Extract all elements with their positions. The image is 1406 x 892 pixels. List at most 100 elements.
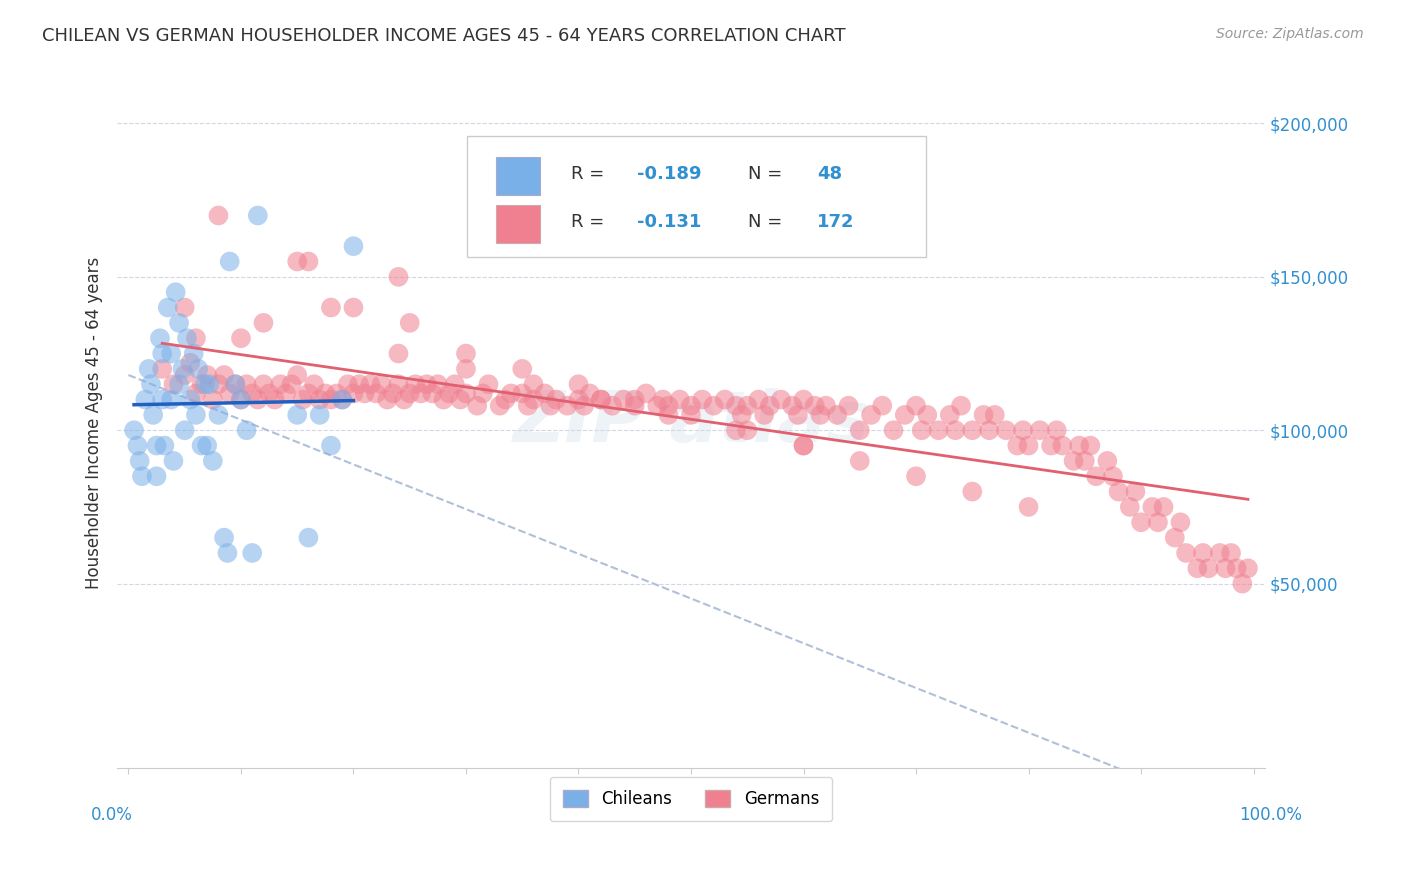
Point bbox=[995, 423, 1018, 437]
Point bbox=[156, 301, 179, 315]
Point bbox=[235, 423, 257, 437]
Point bbox=[370, 377, 392, 392]
Point bbox=[252, 377, 274, 392]
Point bbox=[465, 399, 488, 413]
Point bbox=[398, 316, 420, 330]
Text: 0.0%: 0.0% bbox=[90, 805, 132, 823]
Point bbox=[471, 386, 494, 401]
Point bbox=[735, 399, 758, 413]
Point bbox=[285, 254, 308, 268]
Point bbox=[127, 439, 149, 453]
Point bbox=[499, 386, 522, 401]
Point bbox=[229, 331, 252, 345]
Point bbox=[198, 377, 221, 392]
Point bbox=[572, 399, 595, 413]
Point bbox=[510, 362, 533, 376]
Point bbox=[308, 392, 330, 407]
Point bbox=[1147, 516, 1170, 530]
Point bbox=[173, 301, 195, 315]
Point bbox=[849, 454, 872, 468]
Point bbox=[600, 399, 623, 413]
Text: -0.189: -0.189 bbox=[637, 165, 702, 183]
Point bbox=[150, 346, 173, 360]
Point bbox=[1198, 561, 1220, 575]
Point bbox=[449, 392, 471, 407]
Point bbox=[973, 408, 995, 422]
Point bbox=[1052, 439, 1074, 453]
Point bbox=[1226, 561, 1249, 575]
Point bbox=[1097, 454, 1119, 468]
Point bbox=[342, 386, 364, 401]
Point bbox=[1046, 423, 1069, 437]
Point bbox=[1125, 484, 1147, 499]
Point bbox=[860, 408, 883, 422]
Point bbox=[280, 377, 302, 392]
Point bbox=[195, 439, 218, 453]
Point bbox=[883, 423, 905, 437]
Point bbox=[872, 399, 894, 413]
Point bbox=[555, 399, 578, 413]
Point bbox=[138, 362, 160, 376]
Point bbox=[1080, 439, 1102, 453]
Point bbox=[905, 399, 928, 413]
Point bbox=[347, 377, 370, 392]
Point bbox=[589, 392, 612, 407]
Point bbox=[195, 368, 218, 382]
Point bbox=[325, 386, 347, 401]
Point bbox=[224, 377, 246, 392]
Point bbox=[162, 454, 184, 468]
Point bbox=[134, 392, 156, 407]
Point bbox=[269, 377, 291, 392]
Point bbox=[184, 408, 207, 422]
Point bbox=[420, 386, 443, 401]
Point bbox=[477, 377, 499, 392]
Point bbox=[950, 399, 973, 413]
Point bbox=[387, 346, 409, 360]
Point bbox=[297, 386, 319, 401]
Point bbox=[252, 316, 274, 330]
Point bbox=[1085, 469, 1108, 483]
Point bbox=[645, 399, 668, 413]
FancyBboxPatch shape bbox=[467, 136, 927, 257]
Point bbox=[1119, 500, 1142, 514]
Point bbox=[285, 368, 308, 382]
Point bbox=[162, 377, 184, 392]
Point bbox=[979, 423, 1001, 437]
Point bbox=[314, 386, 336, 401]
Point bbox=[392, 392, 415, 407]
Point bbox=[150, 392, 173, 407]
Point bbox=[142, 408, 165, 422]
Text: -0.131: -0.131 bbox=[637, 213, 702, 231]
Point bbox=[1164, 531, 1187, 545]
Point bbox=[747, 392, 769, 407]
Point bbox=[1153, 500, 1175, 514]
Point bbox=[905, 469, 928, 483]
Point bbox=[160, 346, 183, 360]
Point bbox=[184, 331, 207, 345]
Point bbox=[179, 356, 201, 370]
Point bbox=[1018, 439, 1040, 453]
Point bbox=[780, 399, 803, 413]
Point bbox=[285, 408, 308, 422]
Point bbox=[962, 423, 984, 437]
Point bbox=[432, 392, 454, 407]
Point bbox=[176, 331, 198, 345]
Point bbox=[190, 377, 212, 392]
Point bbox=[1007, 439, 1029, 453]
Point bbox=[668, 392, 690, 407]
Point bbox=[224, 377, 246, 392]
Point bbox=[149, 331, 172, 345]
Point bbox=[917, 408, 939, 422]
Point bbox=[342, 239, 364, 253]
Point bbox=[218, 254, 240, 268]
Point bbox=[218, 386, 240, 401]
Point bbox=[308, 408, 330, 422]
Point bbox=[634, 386, 657, 401]
Point bbox=[398, 386, 420, 401]
Point bbox=[1142, 500, 1164, 514]
Legend: Chileans, Germans: Chileans, Germans bbox=[550, 777, 832, 822]
Point bbox=[1130, 516, 1153, 530]
Point bbox=[657, 408, 679, 422]
Point bbox=[1069, 439, 1091, 453]
Point bbox=[713, 392, 735, 407]
